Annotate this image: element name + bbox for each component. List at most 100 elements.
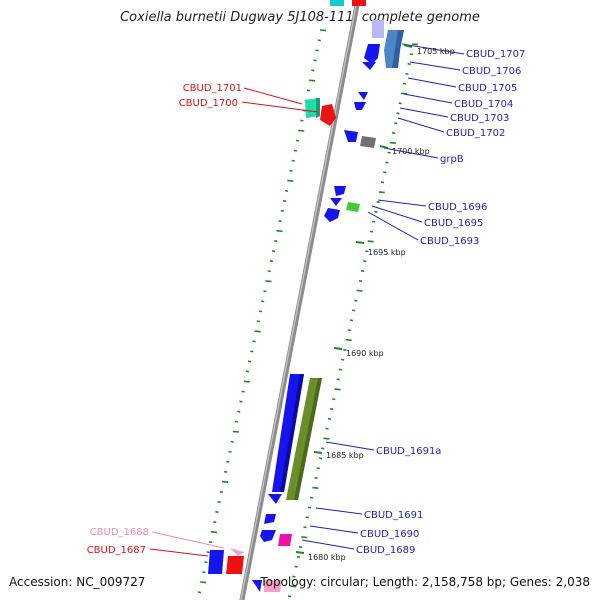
- tick-dot: [387, 151, 391, 154]
- tick-dot: [398, 102, 402, 105]
- tick-dot: [252, 340, 256, 343]
- tick-dot: [369, 230, 374, 233]
- tick-dot: [243, 380, 250, 383]
- tick-dot: [402, 82, 407, 85]
- tick-dot: [365, 250, 369, 253]
- tick-dot: [343, 348, 347, 351]
- gene-label-cbud-1687: CBUD_1687: [87, 545, 146, 556]
- tick-dot: [380, 181, 385, 184]
- label-leaders-right: [301, 43, 465, 550]
- tick-dot: [232, 430, 239, 433]
- genome-backbone-highlight: [240, 0, 358, 600]
- gene-cbud-1700: [320, 104, 336, 126]
- gene-cbud-1704-arrow: [362, 62, 376, 70]
- tick-dot: [293, 149, 298, 152]
- gene-red-top: [352, 0, 366, 6]
- tick-dot: [247, 360, 252, 363]
- tick-dot: [213, 521, 217, 524]
- gene-cbud-1707-mark: [372, 20, 384, 38]
- gene-label-cbud-1691a: CBUD_1691a: [376, 446, 441, 457]
- tick-dot: [296, 555, 301, 558]
- tick-dot: [332, 398, 336, 401]
- tick-dot: [292, 575, 296, 578]
- tick-dot: [340, 358, 345, 361]
- gene-blue-grpb-left: [344, 130, 358, 142]
- kbp-label-1685: 1685 kbp: [326, 451, 364, 460]
- gene-label-cbud-1693: CBUD_1693: [420, 236, 479, 247]
- gene-blue-long-face: [280, 374, 304, 492]
- tick-dot: [250, 350, 254, 353]
- tick-dot: [217, 500, 221, 504]
- tick-dot: [291, 159, 295, 162]
- tick-dot: [319, 29, 327, 32]
- tick-dot: [345, 338, 352, 342]
- tick-dot: [274, 240, 278, 243]
- tick-dot: [360, 269, 365, 273]
- tick-dot: [208, 541, 213, 544]
- tick-dot: [278, 219, 282, 223]
- gene-cbud-1693-green: [346, 202, 360, 212]
- tick-dot: [226, 460, 230, 463]
- gene-label-cbud-1700: CBUD_1700: [179, 98, 238, 109]
- tick-dot: [223, 470, 228, 473]
- tick-dot: [407, 62, 411, 66]
- tick-dot: [265, 280, 272, 283]
- gene-label-cbud-1705: CBUD_1705: [458, 83, 517, 94]
- gene-cbud-1695-arrow: [330, 198, 342, 206]
- tick-dot: [329, 407, 334, 411]
- tick-dot: [363, 260, 367, 263]
- gene-cbud-1703-arrow: [358, 92, 368, 100]
- tick-ring-right: [287, 43, 419, 598]
- gene-label-cbud-1707: CBUD_1707: [466, 49, 525, 60]
- tick-dot: [245, 370, 250, 373]
- tick-dot: [347, 329, 351, 332]
- tick-dot: [241, 390, 245, 393]
- tick-dot: [287, 595, 292, 598]
- tick-dot: [228, 450, 232, 453]
- gene-cbud-1693-block: [324, 208, 340, 222]
- tick-dot: [206, 551, 210, 554]
- tick-dot: [306, 89, 311, 92]
- gene-label-grpb: grpB: [440, 154, 464, 165]
- tick-dot: [367, 240, 374, 243]
- gene-cbud-1689: [278, 534, 292, 546]
- tick-dot: [300, 119, 304, 122]
- tick-dot: [325, 427, 329, 430]
- tick-dot: [263, 290, 267, 293]
- tick-dot: [234, 420, 239, 423]
- gene-features: [208, 0, 404, 592]
- tick-dot: [287, 179, 294, 182]
- kbp-label-1700: 1700 kbp: [392, 147, 430, 156]
- tick-dot: [352, 309, 356, 312]
- tick-dot: [411, 43, 419, 46]
- tick-dot: [389, 141, 396, 144]
- tick-dot: [323, 437, 330, 440]
- gene-cyan-top: [330, 0, 344, 6]
- tick-dot: [356, 289, 363, 292]
- topology-text: Topology: circular; Length: 2,158,758 bp…: [260, 575, 590, 589]
- tick-dot: [301, 536, 308, 539]
- tick-dot: [338, 368, 343, 371]
- tick-dot: [374, 210, 378, 213]
- gene-label-cbud-1703: CBUD_1703: [450, 113, 509, 124]
- tick-dot: [400, 92, 407, 95]
- tick-dot: [371, 220, 376, 223]
- gene-label-cbud-1706: CBUD_1706: [462, 66, 521, 77]
- gene-cbud-1696: [334, 186, 346, 196]
- gene-cbud-1691-arrow: [268, 494, 282, 504]
- gene-cbud-1687: [226, 556, 244, 574]
- tick-dot: [271, 250, 276, 253]
- gene-label-cbud-1689: CBUD_1689: [356, 545, 415, 556]
- tick-dot: [307, 506, 312, 509]
- tick-dot: [396, 112, 400, 115]
- gene-cbud-1691: [264, 514, 276, 524]
- gene-cbud-1702-arrow: [354, 102, 366, 110]
- tick-dot: [295, 139, 300, 142]
- tick-dot: [230, 440, 234, 443]
- gene-cbud-1691a-face: [294, 378, 322, 500]
- tick-dot: [336, 378, 340, 381]
- tick-dot: [200, 581, 207, 584]
- tick-dot: [298, 129, 305, 132]
- tick-dot: [237, 410, 241, 413]
